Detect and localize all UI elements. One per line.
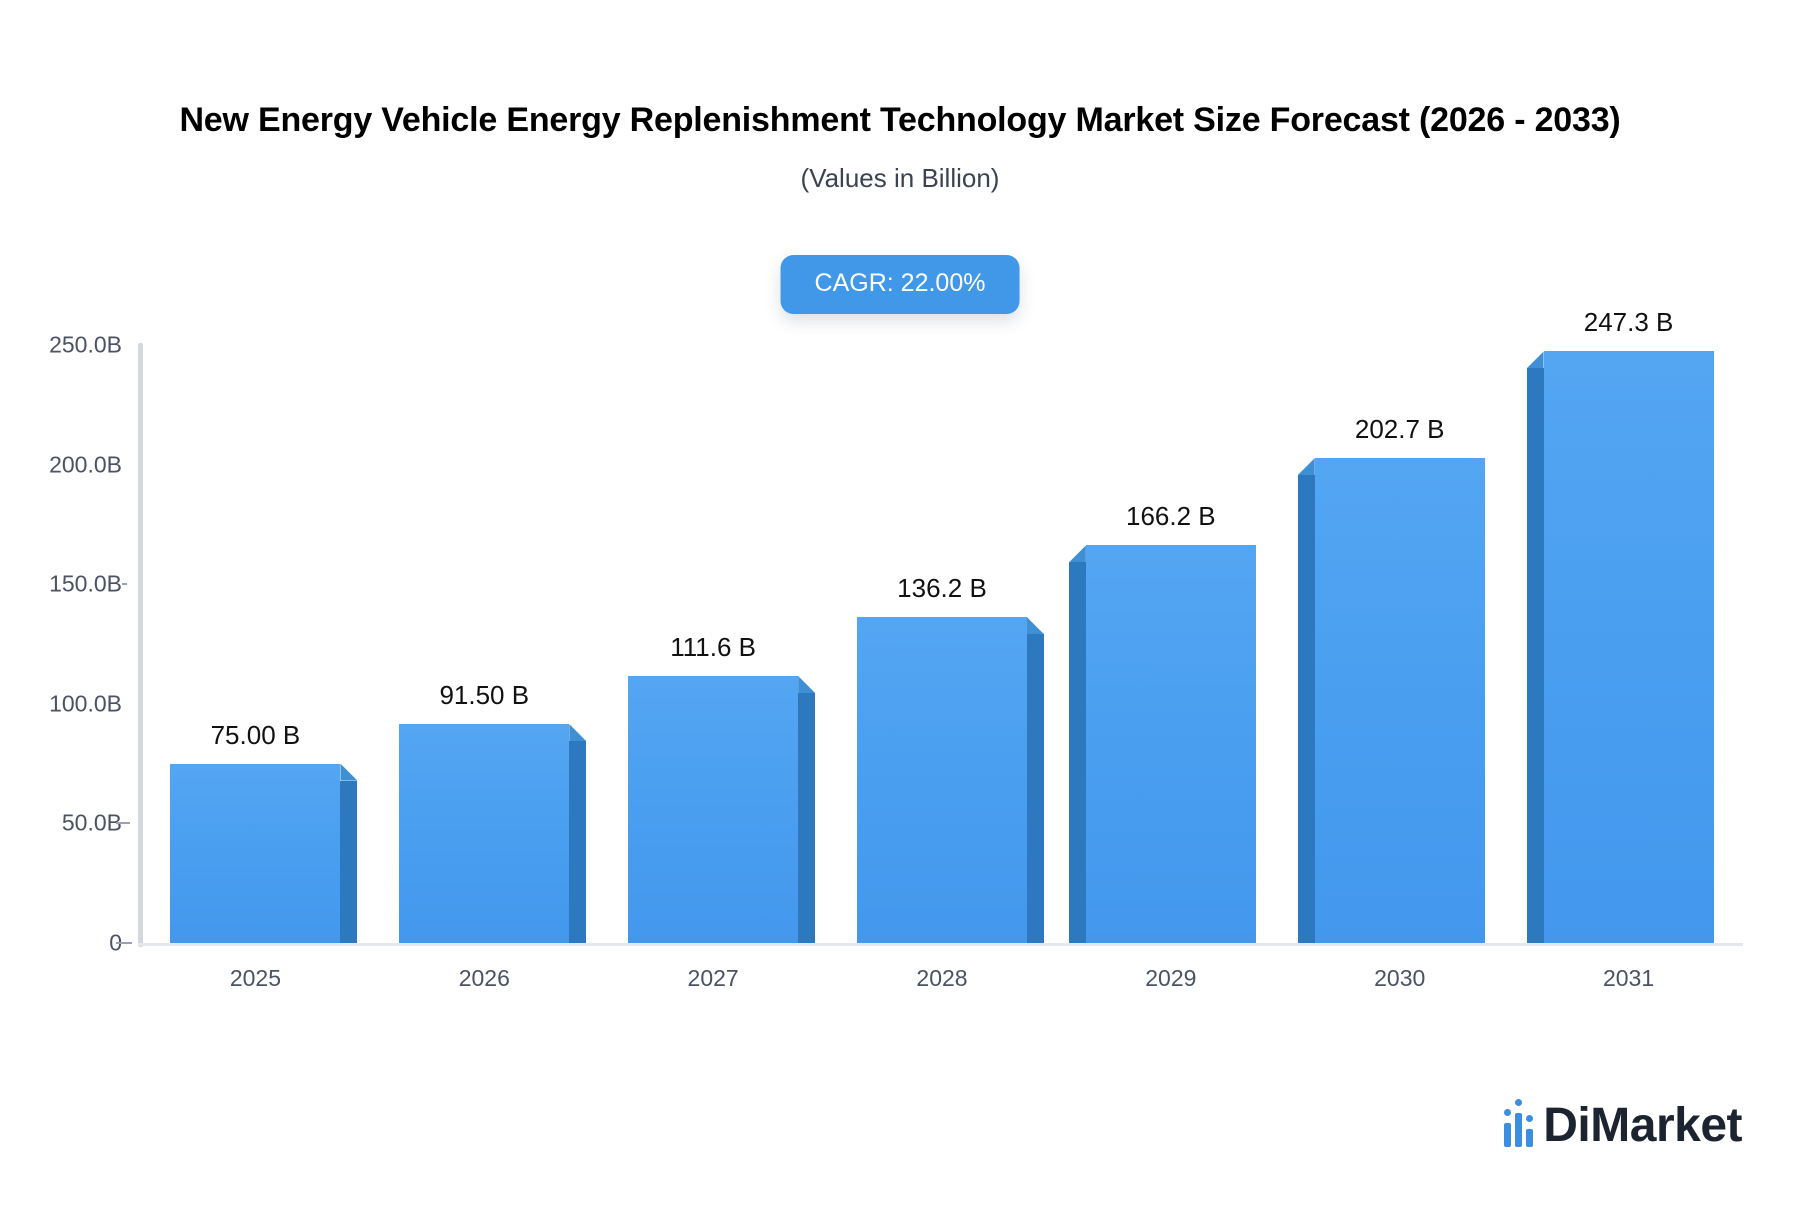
y-tick-label: 50.0B xyxy=(61,809,122,836)
bar-top-cap xyxy=(798,676,816,694)
bar-face xyxy=(170,763,341,943)
bar-face xyxy=(399,724,570,943)
y-tick-label: 200.0B xyxy=(49,451,122,478)
y-tick-mark xyxy=(116,942,132,944)
logo-text: DiMarket xyxy=(1543,1099,1742,1152)
bar-value-label: 136.2 B xyxy=(897,573,987,604)
bar-top-cap xyxy=(1027,617,1044,635)
bar-side-face xyxy=(1297,475,1315,943)
bar-top-cap xyxy=(569,724,587,742)
bar-face xyxy=(1543,351,1714,943)
bar-2028[interactable]: 136.2 B xyxy=(857,573,1044,943)
y-tick-label: 150.0B xyxy=(49,570,122,597)
bar-chart-icon xyxy=(1504,1099,1534,1147)
bar-2025[interactable]: 75.00 B xyxy=(170,720,358,943)
bar-value-label: 91.50 B xyxy=(439,680,530,711)
x-axis-line xyxy=(138,943,1743,946)
bar-2026[interactable]: 91.50 B xyxy=(399,680,587,943)
bar-value-label: 75.00 B xyxy=(210,719,301,750)
bar-side-face xyxy=(340,780,358,943)
logo-bar-3 xyxy=(1526,1129,1534,1147)
logo-dot-right xyxy=(1526,1115,1534,1122)
bar-2027[interactable]: 111.6 B xyxy=(628,632,816,943)
y-axis-line xyxy=(138,343,143,947)
bar-face xyxy=(857,617,1027,943)
bar-value-label: 247.3 B xyxy=(1583,307,1674,338)
logo-dot-left xyxy=(1504,1109,1512,1116)
chart-title: New Energy Vehicle Energy Replenishment … xyxy=(179,101,1621,139)
cagr-badge: CAGR: 22.00% xyxy=(780,255,1020,314)
bar-side-face xyxy=(569,741,587,943)
logo-dot-mid xyxy=(1515,1099,1523,1106)
x-tick-label: 2031 xyxy=(1602,965,1655,991)
x-tick-label: 2030 xyxy=(1374,965,1426,991)
logo-bar-2 xyxy=(1515,1113,1523,1147)
bar-face xyxy=(628,676,799,943)
y-tick-label: 0 xyxy=(109,929,122,956)
bar-side-face xyxy=(1068,562,1086,943)
bar-value-label: 111.6 B xyxy=(670,632,757,663)
bar-face xyxy=(1085,545,1256,943)
y-tick-label: 250.0B xyxy=(49,331,122,358)
bar-side-face xyxy=(798,693,816,943)
bar-value-label: 166.2 B xyxy=(1126,501,1216,532)
y-tick-mark xyxy=(122,583,127,586)
bar-top-cap xyxy=(1526,351,1544,369)
y-tick-label: 100.0B xyxy=(49,690,122,717)
x-tick-label: 2025 xyxy=(229,965,282,991)
bar-face xyxy=(1314,458,1485,943)
bar-2031[interactable]: 247.3 B xyxy=(1526,307,1714,943)
bar-top-cap xyxy=(1297,458,1315,476)
bar-value-label: 202.7 B xyxy=(1354,414,1445,445)
bar-side-face xyxy=(1027,634,1044,943)
x-tick-label: 2027 xyxy=(687,965,739,991)
chart-subtitle: (Values in Billion) xyxy=(800,162,1000,193)
x-tick-label: 2029 xyxy=(1145,965,1197,991)
logo-bar-1 xyxy=(1504,1123,1512,1147)
x-tick-label: 2026 xyxy=(458,965,510,991)
brand-logo: DiMarket xyxy=(1504,1099,1742,1152)
bar-top-cap xyxy=(340,763,358,781)
bar-side-face xyxy=(1526,368,1544,943)
x-tick-label: 2028 xyxy=(916,965,968,991)
y-tick-mark xyxy=(116,822,130,825)
title-block: New Energy Vehicle Energy Replenishment … xyxy=(0,98,1800,194)
bar-top-cap xyxy=(1068,545,1086,563)
bar-2030[interactable]: 202.7 B xyxy=(1297,414,1485,943)
bar-2029[interactable]: 166.2 B xyxy=(1068,501,1256,943)
